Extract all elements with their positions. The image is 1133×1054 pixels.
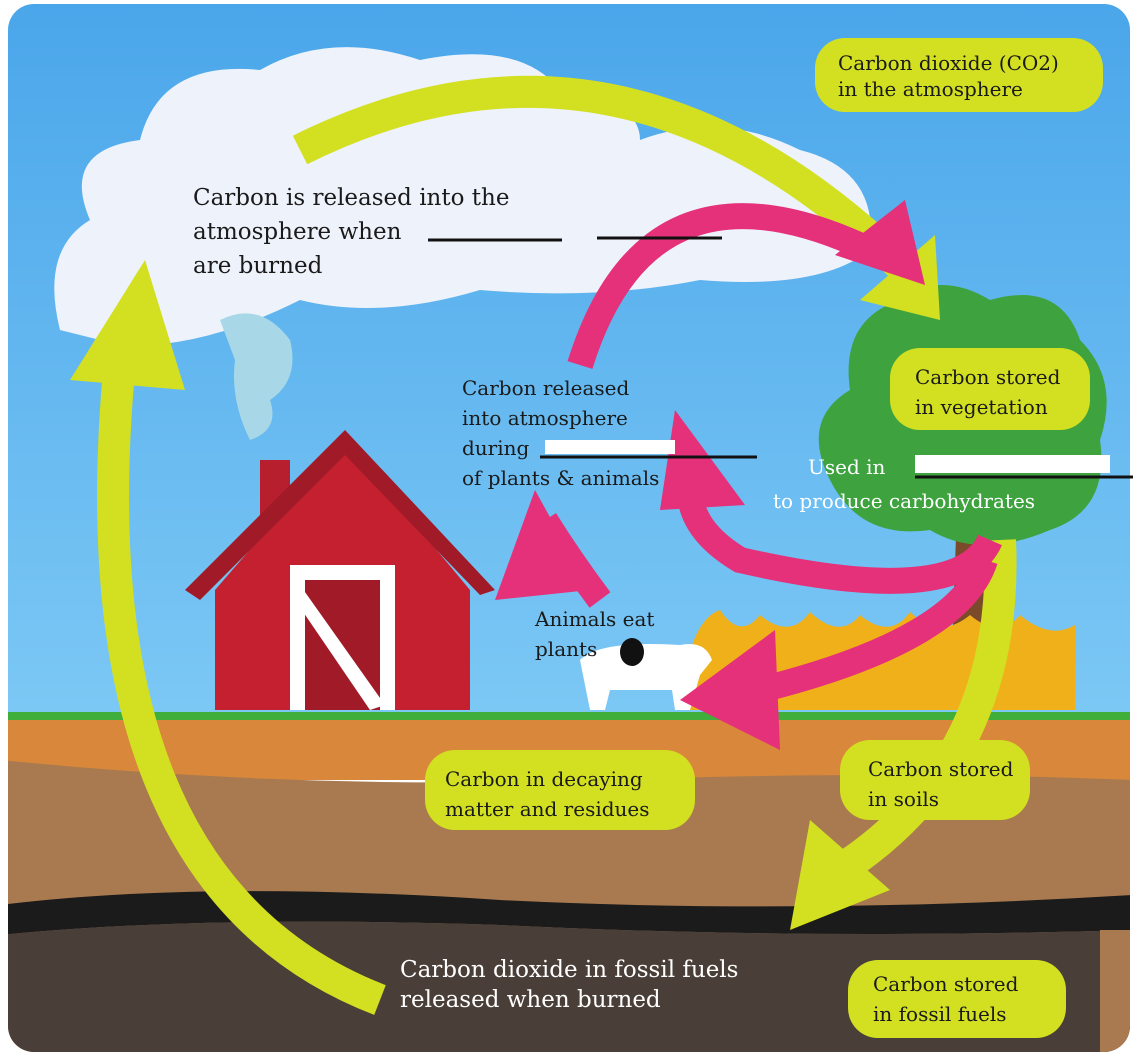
label-text: plants [535,637,597,661]
label-text: Carbon stored [873,972,1019,996]
label-text: in the atmosphere [838,77,1023,101]
label-text: to produce carbohydrates [773,489,1035,513]
label-text: in soils [868,787,939,811]
label-text: in fossil fuels [873,1002,1007,1026]
blank-patch [545,440,675,454]
label-text: into atmosphere [462,406,628,430]
label-text: Carbon is released into the [193,185,509,211]
diagram: Carbon dioxide (CO2) in the atmosphere C… [0,0,1133,1054]
blank-patch [915,455,1110,473]
label-text: Carbon released [462,376,630,400]
label-text: Carbon dioxide in fossil fuels [400,957,738,983]
label-text: Used in [808,455,886,479]
label-text: Carbon in decaying [445,767,643,791]
label-text: atmosphere when [193,219,402,245]
label-text: released when burned [400,987,661,1013]
label-text: Carbon stored [915,365,1061,389]
label-text: during [462,436,530,460]
label-text: Animals eat [534,607,654,631]
label-text: of plants & animals [462,466,659,490]
soil-edge [1100,930,1133,1054]
label-text: are burned [193,253,323,279]
label-text: matter and residues [445,797,650,821]
label-text: in vegetation [915,395,1048,419]
label-text: Carbon dioxide (CO2) [838,51,1059,75]
label-text: Carbon stored [868,757,1014,781]
scene [0,0,1133,1054]
